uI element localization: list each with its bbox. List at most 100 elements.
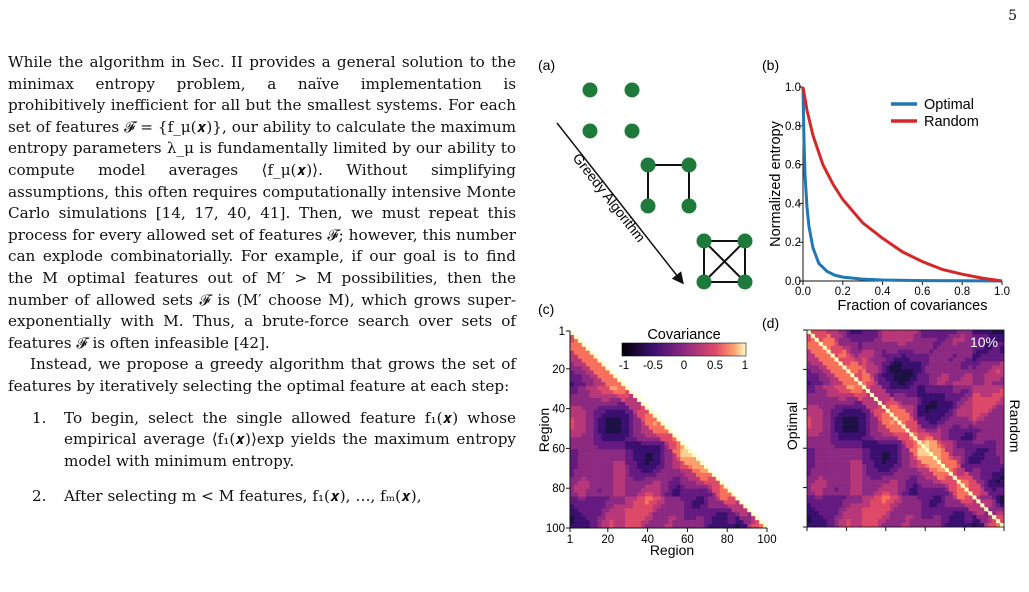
heatmap-cell (850, 475, 855, 481)
heatmap-cell (818, 424, 824, 429)
heatmap-cell (597, 468, 602, 474)
heatmap-cell (826, 396, 831, 402)
heatmap-cell (581, 480, 587, 485)
heatmap-cell (968, 381, 973, 386)
heatmap-cell (917, 436, 922, 441)
heatmap-cell (621, 386, 626, 391)
heatmap-cell (940, 471, 946, 477)
heatmap-cell (901, 456, 906, 461)
heatmap-cell (996, 381, 1001, 386)
heatmap-cell (589, 350, 594, 355)
heatmap-cell (944, 396, 950, 402)
heatmap-cell (573, 457, 579, 462)
heatmap-cell (629, 508, 634, 513)
heatmap-cell (621, 508, 626, 513)
heatmap-cell (913, 491, 918, 496)
heatmap-cell (818, 377, 824, 382)
heatmap-cell (731, 524, 736, 529)
heatmap-cell (656, 453, 661, 458)
heatmap-cell (909, 448, 914, 453)
heatmap-cell (818, 396, 824, 402)
heatmap-cell (964, 416, 969, 421)
heatmap-cell (913, 432, 918, 437)
heatmap-cell (644, 524, 650, 529)
heatmap-cell (925, 369, 930, 374)
heatmap-cell (937, 408, 942, 414)
heatmap-cell (858, 420, 863, 425)
heatmap-cell (692, 516, 697, 521)
heatmap-cell (913, 452, 918, 457)
heatmap-cell (814, 396, 820, 402)
heatmap-cell (585, 374, 590, 379)
heatmap-cell (960, 373, 965, 378)
heatmap-cell (621, 516, 626, 521)
heatmap-cell (909, 353, 914, 358)
heatmap-cell (917, 507, 922, 512)
heatmap-cell (810, 491, 816, 496)
heatmap-cell (585, 492, 590, 497)
heatmap-cell (593, 445, 598, 450)
heatmap-cell (956, 483, 961, 488)
heatmap-cell (609, 492, 614, 497)
heatmap-cell (703, 496, 709, 501)
heatmap-cell (850, 444, 855, 449)
heatmap-cell (909, 479, 914, 484)
heatmap-cell (826, 503, 831, 508)
heatmap-cell (870, 495, 875, 500)
heatmap-cell (870, 440, 875, 445)
heatmap-cell (921, 471, 926, 477)
heatmap-cell (933, 377, 938, 382)
heatmap-cell (968, 444, 973, 449)
heatmap-cell (897, 389, 902, 394)
heatmap-cell (826, 499, 831, 504)
heatmap-cell (807, 448, 812, 453)
heatmap-cell (980, 436, 985, 441)
heatmap-cell (940, 440, 946, 445)
heatmap-cell (909, 519, 914, 524)
heatmap-cell (948, 353, 954, 358)
heatmap-cell (944, 377, 950, 382)
heatmap-cell (956, 491, 961, 496)
heatmap-cell (846, 365, 851, 370)
heatmap-cell (680, 464, 685, 470)
heatmap-cell (648, 461, 654, 466)
heatmap-cell (980, 369, 985, 374)
heatmap-cell (842, 428, 847, 433)
heatmap-cell (984, 432, 989, 437)
heatmap-cell (881, 345, 887, 350)
heatmap-cell (601, 461, 606, 466)
heatmap-cell (858, 341, 863, 347)
heatmap-cell (980, 337, 985, 343)
heatmap-cell (621, 390, 626, 395)
heatmap-cell (960, 491, 965, 496)
heatmap-cell (968, 452, 973, 457)
heatmap-cell (613, 461, 618, 466)
heatmap-cell (933, 373, 938, 378)
heatmap-cell (901, 381, 906, 386)
heatmap-cell (968, 471, 973, 477)
heatmap-cell (960, 523, 965, 528)
heatmap-cell (870, 444, 875, 449)
heatmap-cell (577, 492, 583, 497)
heatmap-cell (577, 382, 583, 387)
heatmap-cell (807, 511, 812, 516)
heatmap-cell (593, 449, 598, 454)
heatmap-cell (850, 365, 855, 370)
heatmap-cell (873, 479, 879, 484)
heatmap-cell (980, 507, 985, 512)
series-line-optimal (801, 86, 1003, 283)
heatmap-cell (597, 394, 602, 399)
heatmap-cell (763, 524, 768, 529)
heatmap-cell (952, 463, 958, 469)
heatmap-cell (972, 412, 977, 417)
heatmap-cell (577, 468, 583, 474)
heatmap-cell (881, 519, 887, 524)
heatmap-cell (573, 425, 579, 430)
heatmap-cell (581, 461, 587, 466)
heatmap-cell (972, 444, 977, 449)
heatmap-cell (826, 404, 831, 410)
heatmap-cell (944, 460, 950, 465)
heatmap-cell (605, 394, 610, 399)
heatmap-cell (581, 417, 587, 422)
heatmap-cell (597, 370, 602, 375)
